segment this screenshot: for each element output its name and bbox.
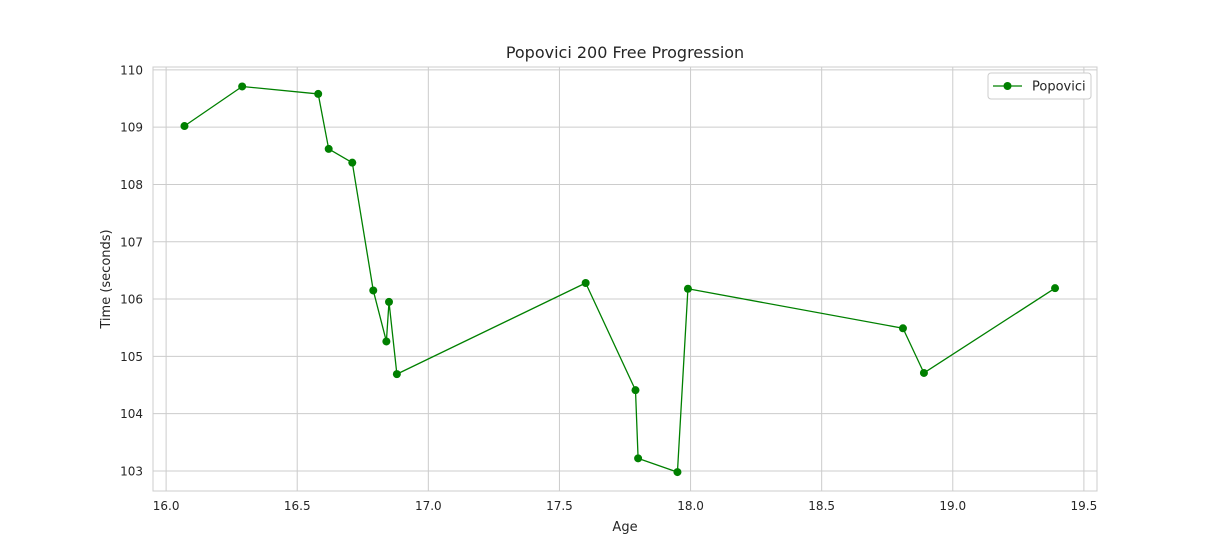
legend-marker-swatch — [1003, 82, 1012, 90]
plot-frame — [152, 66, 1098, 492]
data-point — [581, 279, 590, 288]
data-point — [348, 158, 357, 167]
data-point — [898, 324, 907, 333]
data-point — [314, 89, 323, 98]
x-tick-label: 19.0 — [939, 499, 966, 513]
y-tick-label: 110 — [120, 63, 143, 77]
x-tick-label: 16.0 — [153, 499, 180, 513]
x-tick-label: 19.5 — [1071, 499, 1098, 513]
data-point — [382, 337, 391, 346]
y-axis-label: Time (seconds) — [99, 229, 114, 329]
y-axis-ticks: 103 104 105 106 107 108 109 110 — [120, 63, 143, 478]
y-tick-label: 106 — [120, 293, 143, 307]
series-line-popovici — [184, 85, 1056, 473]
series-layer — [180, 82, 1060, 477]
y-tick-label: 103 — [120, 464, 143, 478]
legend-box — [987, 72, 1092, 100]
data-point — [631, 386, 640, 395]
x-tick-label: 17.0 — [415, 499, 442, 513]
x-tick-label: 18.0 — [677, 499, 704, 513]
data-point — [180, 122, 189, 131]
y-tick-label: 108 — [120, 178, 143, 192]
y-tick-label: 109 — [120, 121, 143, 135]
x-tick-label: 16.5 — [284, 499, 311, 513]
legend-label: Popovici — [1032, 80, 1086, 95]
data-point — [324, 144, 333, 153]
data-point — [1051, 284, 1060, 293]
y-tick-label: 105 — [120, 350, 143, 364]
x-axis-label: Age — [612, 520, 637, 535]
data-point — [919, 368, 928, 377]
y-tick-label: 107 — [120, 235, 143, 249]
legend: Popovici — [987, 72, 1092, 100]
grid — [153, 67, 1097, 491]
x-axis-ticks: 16.0 16.5 17.0 17.5 18.0 18.5 19.0 19.5 — [153, 499, 1097, 513]
data-point — [238, 82, 247, 91]
data-point — [392, 370, 401, 379]
y-tick-label: 104 — [120, 407, 143, 421]
data-point — [673, 468, 682, 477]
data-point — [683, 284, 692, 293]
data-point — [369, 286, 378, 295]
chart-title: Popovici 200 Free Progression — [506, 43, 744, 62]
data-point — [385, 297, 393, 306]
x-tick-label: 17.5 — [546, 499, 573, 513]
data-point — [634, 454, 643, 463]
x-tick-label: 18.5 — [808, 499, 835, 513]
